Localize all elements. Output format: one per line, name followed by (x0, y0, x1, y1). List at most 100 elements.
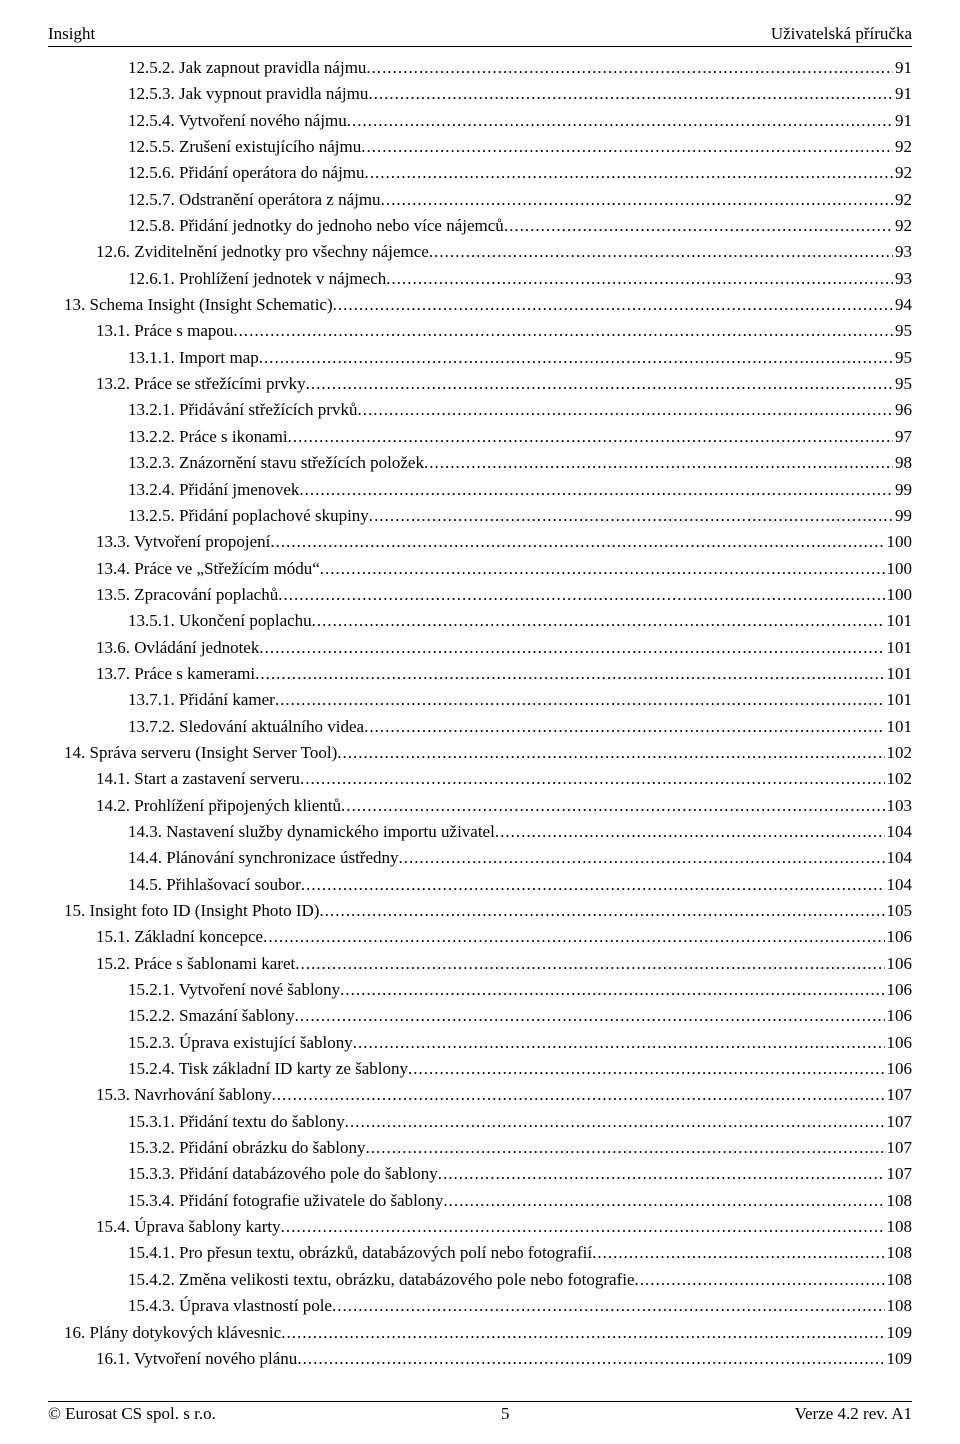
toc-leader-dots (386, 266, 893, 292)
toc-label: 15.4.1. Pro přesun textu, obrázků, datab… (128, 1240, 592, 1266)
toc-row: 14.4. Plánování synchronizace ústředny10… (48, 845, 912, 871)
toc-row: 15.2.2. Smazání šablony106 (48, 1003, 912, 1029)
toc-row: 14.5. Přihlašovací soubor 104 (48, 872, 912, 898)
toc-page-number: 99 (893, 503, 912, 529)
toc-leader-dots (429, 239, 893, 265)
toc-row: 15.3. Navrhování šablony107 (48, 1082, 912, 1108)
toc-label: 13.2.3. Znázornění stavu střežících polo… (128, 450, 424, 476)
toc-row: 15.4.2. Změna velikosti textu, obrázku, … (48, 1267, 912, 1293)
toc-row: 14. Správa serveru (Insight Server Tool)… (48, 740, 912, 766)
toc-label: 14.5. Přihlašovací soubor (128, 872, 301, 898)
toc-leader-dots (332, 1293, 885, 1319)
toc-row: 15.2.4. Tisk základní ID karty ze šablon… (48, 1056, 912, 1082)
toc-page-number: 102 (885, 766, 913, 792)
toc-label: 13.2.1. Přidávání střežících prvků (128, 397, 357, 423)
toc-page-number: 105 (885, 898, 913, 924)
toc-leader-dots (312, 608, 885, 634)
toc-row: 13. Schema Insight (Insight Schematic)94 (48, 292, 912, 318)
page-header: Insight Uživatelská příručka (48, 24, 912, 47)
toc-label: 13.2.4. Přidání jmenovek (128, 477, 299, 503)
toc-label: 15.2.3. Úprava existující šablony (128, 1030, 353, 1056)
toc-label: 13.5.1. Ukončení poplachu (128, 608, 312, 634)
toc-label: 15.4. Úprava šablony karty (96, 1214, 281, 1240)
toc-leader-dots (320, 556, 885, 582)
toc-leader-dots (281, 1214, 885, 1240)
toc-page-number: 99 (893, 477, 912, 503)
toc-row: 12.5.8. Přidání jednotky do jednoho nebo… (48, 213, 912, 239)
toc-label: 12.6.1. Prohlížení jednotek v nájmech (128, 266, 386, 292)
toc-leader-dots (299, 477, 893, 503)
header-left: Insight (48, 24, 95, 44)
toc-label: 12.5.8. Přidání jednotky do jednoho nebo… (128, 213, 504, 239)
toc-label: 12.5.5. Zrušení existujícího nájmu (128, 134, 361, 160)
footer-center: 5 (501, 1404, 510, 1424)
toc-label: 14.4. Plánování synchronizace ústředny (128, 845, 399, 871)
toc-page-number: 92 (893, 213, 912, 239)
toc-label: 15.2.4. Tisk základní ID karty ze šablon… (128, 1056, 408, 1082)
toc-leader-dots (357, 397, 893, 423)
toc-leader-dots (341, 793, 884, 819)
toc-label: 13.1.1. Import map (128, 345, 259, 371)
toc-page-number: 104 (885, 872, 913, 898)
toc-page-number: 106 (885, 951, 913, 977)
toc-row: 13.3. Vytvoření propojení 100 (48, 529, 912, 555)
toc-leader-dots (295, 951, 884, 977)
toc-row: 15.2. Práce s šablonami karet106 (48, 951, 912, 977)
toc-leader-dots (319, 898, 884, 924)
toc-row: 13.2.3. Znázornění stavu střežících polo… (48, 450, 912, 476)
toc-label: 13.5. Zpracování poplachů (96, 582, 278, 608)
toc-label: 12.5.7. Odstranění operátora z nájmu (128, 187, 381, 213)
toc-page-number: 102 (885, 740, 913, 766)
toc-page-number: 95 (893, 371, 912, 397)
toc-page-number: 93 (893, 266, 912, 292)
toc-page-number: 104 (885, 819, 913, 845)
toc-page-number: 108 (885, 1267, 913, 1293)
toc-page-number: 92 (893, 187, 912, 213)
toc-label: 15.3. Navrhování šablony (96, 1082, 272, 1108)
toc-label: 13.7.2. Sledování aktuálního videa (128, 714, 364, 740)
toc-row: 12.5.3. Jak vypnout pravidla nájmu91 (48, 81, 912, 107)
toc-row: 13.2. Práce se střežícími prvky95 (48, 371, 912, 397)
toc-leader-dots (259, 345, 893, 371)
toc-page-number: 106 (885, 1003, 913, 1029)
toc-page-number: 108 (885, 1188, 913, 1214)
toc-page-number: 107 (885, 1135, 913, 1161)
toc-row: 16. Plány dotykových klávesnic 109 (48, 1320, 912, 1346)
toc-page-number: 108 (885, 1240, 913, 1266)
toc-label: 13.6. Ovládání jednotek (96, 635, 259, 661)
toc-page-number: 96 (893, 397, 912, 423)
toc-row: 14.3. Nastavení služby dynamického impor… (48, 819, 912, 845)
toc-label: 15.4.2. Změna velikosti textu, obrázku, … (128, 1267, 635, 1293)
toc-label: 14.2. Prohlížení připojených klientů (96, 793, 341, 819)
toc-leader-dots (504, 213, 893, 239)
toc-leader-dots (366, 1135, 885, 1161)
toc-page-number: 97 (893, 424, 912, 450)
toc-leader-dots (301, 872, 885, 898)
toc-leader-dots (333, 292, 893, 318)
toc-page-number: 95 (893, 345, 912, 371)
toc-page-number: 100 (885, 529, 913, 555)
toc-label: 16.1. Vytvoření nového plánu (96, 1346, 297, 1372)
toc-leader-dots (306, 371, 893, 397)
toc-row: 15.3.4. Přidání fotografie uživatele do … (48, 1188, 912, 1214)
toc-row: 15.3.3. Přidání databázového pole do šab… (48, 1161, 912, 1187)
toc-leader-dots (345, 1109, 885, 1135)
toc-label: 13.3. Vytvoření propojení (96, 529, 270, 555)
toc-row: 13.7. Práce s kamerami101 (48, 661, 912, 687)
toc-row: 14.1. Start a zastavení serveru102 (48, 766, 912, 792)
toc-row: 12.5.5. Zrušení existujícího nájmu92 (48, 134, 912, 160)
toc-leader-dots (281, 1320, 884, 1346)
toc-row: 12.5.6. Přidání operátora do nájmu92 (48, 160, 912, 186)
toc-row: 15.2.3. Úprava existující šablony106 (48, 1030, 912, 1056)
toc-row: 12.5.7. Odstranění operátora z nájmu 92 (48, 187, 912, 213)
toc-label: 12.6. Zviditelnění jednotky pro všechny … (96, 239, 429, 265)
page-footer: © Eurosat CS spol. s r.o. 5 Verze 4.2 re… (48, 1401, 912, 1424)
toc-page-number: 109 (885, 1346, 913, 1372)
toc-label: 15.3.4. Přidání fotografie uživatele do … (128, 1188, 443, 1214)
toc-leader-dots (364, 714, 884, 740)
toc-row: 13.4. Práce ve „Střežícím módu“100 (48, 556, 912, 582)
toc-label: 13.2.2. Práce s ikonami (128, 424, 288, 450)
toc-page-number: 103 (885, 793, 913, 819)
toc-leader-dots (381, 187, 893, 213)
toc-label: 12.5.4. Vytvoření nového nájmu (128, 108, 347, 134)
